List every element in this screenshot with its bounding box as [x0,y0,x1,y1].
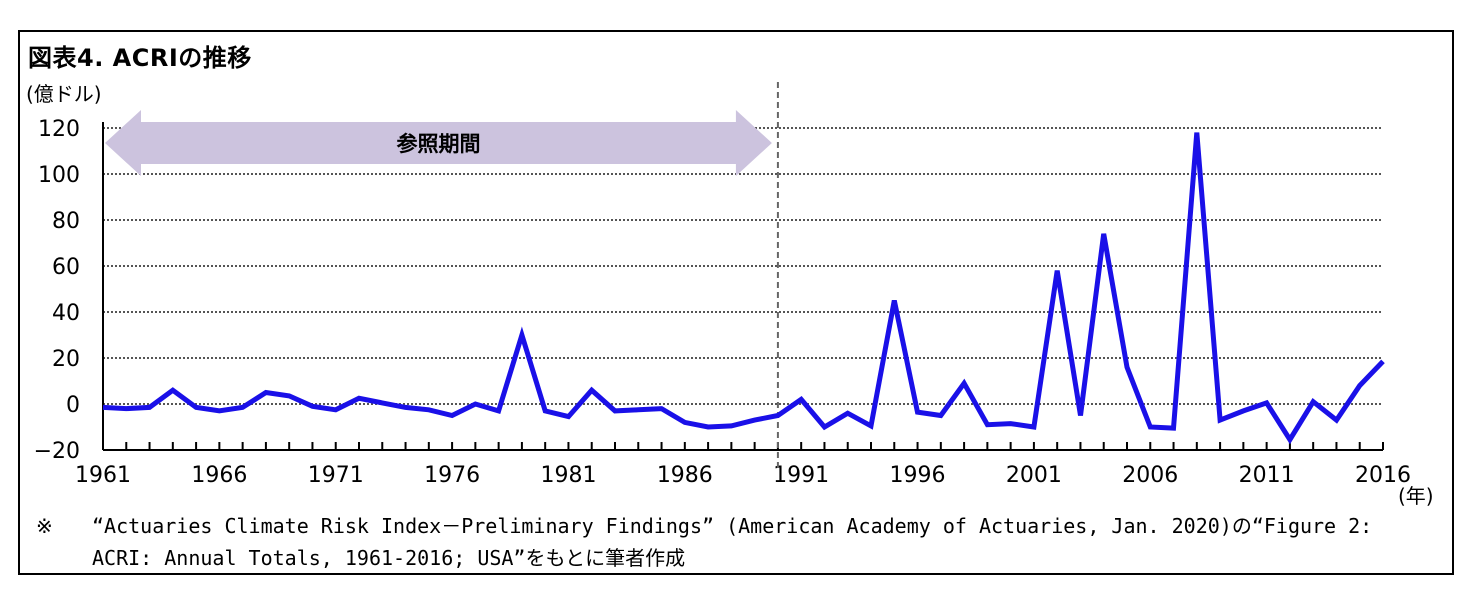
x-tick-label: 2006 [1122,463,1178,488]
y-tick-label: 80 [52,209,80,234]
note-mark: ※ [36,514,53,538]
figure-title: 図表4. ACRIの推移 [28,44,252,72]
series-line-acri [102,132,1385,445]
source-note-line-1: ※ “Actuaries Climate Risk Index－Prelimina… [36,510,1372,539]
y-tick-label: 120 [38,117,80,142]
y-tick-label: 20 [52,347,80,372]
x-tick-label: 1976 [424,463,480,488]
x-tick-label: 1986 [657,463,713,488]
y-tick-label: 60 [52,255,80,280]
x-tick-label: 2001 [1006,463,1062,488]
x-tick-label: 1961 [75,463,131,488]
x-tick-label: 1981 [540,463,596,488]
x-tick-label: 2016 [1355,463,1411,488]
x-tick-label: 1996 [890,463,946,488]
y-tick-label: −20 [34,439,80,464]
y-tick-label: 100 [38,163,80,188]
x-axis-unit: (年) [1398,484,1434,508]
source-note-line-2: ACRI: Annual Totals, 1961-2016; USA”をもとに… [92,546,686,570]
source-note-text-1: “Actuaries Climate Risk Index－Preliminar… [92,514,1373,538]
x-tick-label: 1971 [308,463,364,488]
reference-period-label: 参照期間 [396,132,480,156]
y-tick-label: 0 [66,393,80,418]
reference-period-arrow [105,110,772,176]
y-axis-unit: (億ドル) [26,82,102,106]
x-tick-label: 2011 [1239,463,1295,488]
figure-frame [18,30,1454,575]
y-tick-label: 40 [52,301,80,326]
x-tick-label: 1991 [773,463,829,488]
x-tick-label: 1966 [191,463,247,488]
